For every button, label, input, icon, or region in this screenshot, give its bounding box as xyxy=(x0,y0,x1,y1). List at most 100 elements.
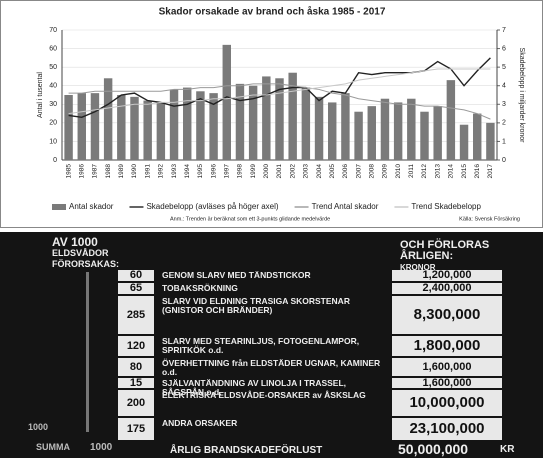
source: Källa: Svensk Försäkring xyxy=(459,216,520,222)
bar xyxy=(420,111,429,160)
bar xyxy=(446,80,456,160)
row-count: 15 xyxy=(118,378,154,389)
legend-swatch xyxy=(52,204,66,210)
bar xyxy=(103,78,113,160)
row-count: 200 xyxy=(118,390,154,416)
x-tick-label: 2017 xyxy=(487,164,494,179)
x-tick-label: 1994 xyxy=(184,164,191,179)
header-left: AV 1000 xyxy=(52,235,98,249)
row-cause: TOBAKSRÖKNING xyxy=(162,283,238,293)
x-tick-label: 1986 xyxy=(78,164,85,179)
header-left: FÖRORSAKAS: xyxy=(52,259,119,269)
row-cause: ELEKTRISKA ELDSVÅDE-ORSAKER av ÅSKSLAG xyxy=(162,390,366,400)
row-amount: 1,200,000 xyxy=(392,270,502,281)
row-amount: 1,600,000 xyxy=(392,378,502,389)
bar xyxy=(367,106,376,160)
x-tick-label: 2015 xyxy=(461,164,468,179)
x-tick-label: 1985 xyxy=(65,164,72,179)
x-tick-label: 2000 xyxy=(263,164,270,179)
legend-label: Skadebelopp (avläses på höger axel) xyxy=(146,202,278,211)
x-tick-label: 2007 xyxy=(355,164,362,179)
x-tick-label: 1996 xyxy=(210,164,217,179)
poster: AV 1000 ELDSVÅDOR FÖRORSAKAS: OCH FÖRLORAS Å… xyxy=(0,232,543,458)
y-axis-label: Antal i tusental xyxy=(37,72,44,118)
y-tick-label: 30 xyxy=(49,101,57,108)
x-tick-label: 1988 xyxy=(105,164,112,179)
chart-title: Skador orsakade av brand och åska 1985 -… xyxy=(159,6,386,18)
bar xyxy=(393,102,403,160)
note: Anm.: Trenden är beräknat som ett 3-punk… xyxy=(170,216,330,222)
y2-tick-label: 5 xyxy=(502,64,506,71)
legend-label: Trend Skadebelopp xyxy=(411,202,481,211)
x-tick-label: 2001 xyxy=(276,164,283,179)
y-tick-label: 50 xyxy=(49,64,57,71)
row-cause: SLARV VID ELDNING TRASIGA SKORSTENAR (GN… xyxy=(162,296,350,315)
row-count: 175 xyxy=(118,418,154,440)
bar xyxy=(117,95,126,160)
x-tick-label: 1990 xyxy=(131,164,138,179)
bar xyxy=(354,111,363,160)
row-amount: 1,800,000 xyxy=(392,336,502,356)
bar xyxy=(90,93,100,160)
header-right: KRONOR xyxy=(400,263,436,272)
y-tick-label: 60 xyxy=(49,45,57,52)
footer-label: ÅRLIG BRANDSKADEFÖRLUST xyxy=(170,445,323,456)
line xyxy=(68,83,491,120)
bar xyxy=(143,100,152,160)
bar xyxy=(64,95,73,160)
bar xyxy=(459,124,469,160)
scale-label: 1000 xyxy=(28,422,49,432)
bar xyxy=(328,102,337,160)
row-amount: 2,400,000 xyxy=(392,283,502,294)
bar xyxy=(473,113,482,160)
x-tick-label: 1993 xyxy=(171,164,178,179)
x-tick-label: 1989 xyxy=(118,164,125,179)
bar xyxy=(130,96,139,160)
x-tick-label: 1991 xyxy=(144,164,151,179)
bar xyxy=(380,98,390,160)
y2-tick-label: 3 xyxy=(502,101,506,108)
y2-tick-label: 2 xyxy=(502,120,506,127)
row-cause: ÖVERHETTNING från ELDSTÄDER UGNAR, KAMIN… xyxy=(162,358,381,377)
bar xyxy=(196,91,205,160)
row-count: 60 xyxy=(118,270,154,281)
row-cause: SLARV MED STEARINLJUS, FOTOGENLAMPOR, SP… xyxy=(162,336,360,355)
x-tick-label: 2013 xyxy=(434,164,441,179)
x-tick-label: 2014 xyxy=(448,164,455,179)
bar xyxy=(183,87,192,160)
row-cause: ANDRA ORSAKER xyxy=(162,418,238,428)
header-right: ÅRLIGEN: xyxy=(400,250,454,262)
bar xyxy=(222,44,231,160)
x-tick-label: 2006 xyxy=(342,164,349,179)
y2-axis-label: Skadebelopp i miljarder kronor xyxy=(518,48,525,144)
sum: 1000 xyxy=(90,442,113,453)
x-tick-label: 2011 xyxy=(408,164,415,178)
x-tick-label: 2004 xyxy=(316,164,323,179)
bar xyxy=(341,93,350,160)
bar xyxy=(169,89,179,160)
bar xyxy=(288,72,297,160)
y-tick-label: 40 xyxy=(49,83,57,90)
row-count: 120 xyxy=(118,336,154,356)
y2-tick-label: 6 xyxy=(502,45,506,52)
bar xyxy=(262,76,271,160)
bar xyxy=(77,93,86,160)
x-tick-label: 1995 xyxy=(197,164,204,179)
x-tick-label: 2009 xyxy=(382,164,389,179)
y2-tick-label: 1 xyxy=(502,138,506,145)
header-right: OCH FÖRLORAS xyxy=(400,239,490,251)
line xyxy=(68,68,491,115)
bar xyxy=(235,83,245,160)
bar xyxy=(314,96,324,160)
legend-label: Trend Antal skador xyxy=(312,202,379,211)
row-amount: 8,300,000 xyxy=(392,296,502,334)
row-count: 65 xyxy=(118,283,154,294)
bar xyxy=(301,87,311,160)
bar xyxy=(156,102,166,160)
x-tick-label: 1998 xyxy=(237,164,244,179)
x-tick-label: 2012 xyxy=(421,164,428,179)
x-tick-label: 2016 xyxy=(474,164,481,179)
bar xyxy=(209,93,218,160)
bar xyxy=(407,98,416,160)
